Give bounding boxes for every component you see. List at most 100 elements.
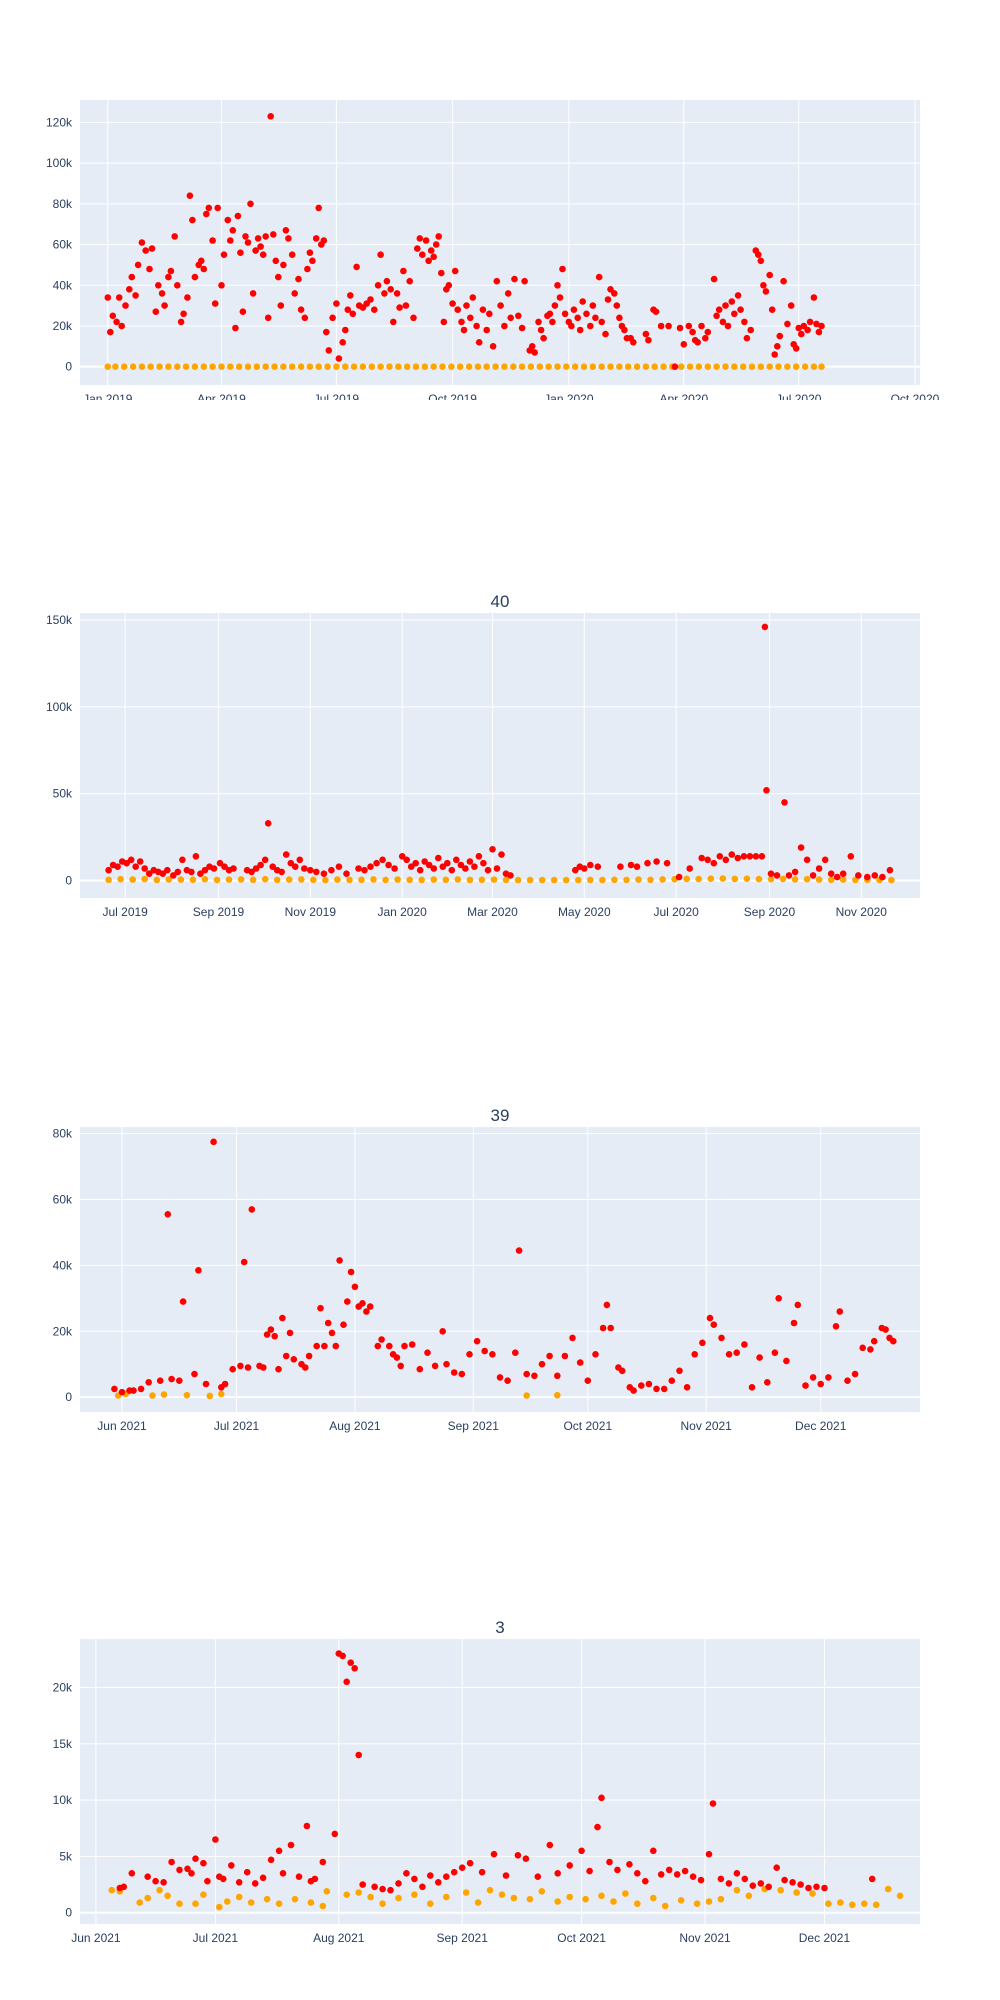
data-point — [237, 249, 244, 256]
data-point — [760, 282, 767, 289]
data-point — [263, 1331, 271, 1338]
data-point — [174, 282, 181, 289]
data-point — [454, 306, 462, 314]
data-point — [683, 875, 690, 883]
data-point — [489, 846, 496, 853]
data-point — [367, 296, 374, 303]
data-point — [201, 875, 209, 883]
data-point — [602, 330, 609, 338]
data-point — [387, 286, 395, 293]
data-point — [571, 363, 579, 371]
x-tick-label: Aug 2021 — [313, 1931, 365, 1945]
data-point — [791, 876, 799, 883]
data-point — [709, 1800, 717, 1807]
data-point — [374, 1342, 382, 1350]
data-point — [320, 870, 328, 877]
data-point — [774, 343, 781, 350]
data-point — [174, 868, 182, 876]
data-point — [724, 322, 732, 330]
data-point — [252, 247, 259, 254]
data-point — [112, 363, 119, 371]
data-point — [651, 363, 658, 371]
data-point — [305, 1352, 313, 1360]
data-point — [747, 326, 754, 334]
plot-area — [80, 613, 920, 898]
data-point — [227, 363, 234, 371]
data-point — [576, 326, 584, 334]
data-point — [370, 876, 377, 883]
data-point — [377, 251, 384, 258]
data-point — [227, 237, 234, 244]
data-point — [554, 282, 561, 289]
data-point — [271, 363, 278, 371]
data-point — [507, 314, 514, 322]
data-point — [198, 257, 205, 265]
data-point — [244, 363, 252, 371]
data-point — [587, 861, 594, 869]
data-point — [421, 858, 429, 865]
data-point — [287, 859, 295, 867]
data-point — [319, 1858, 327, 1866]
y-tick-label: 80k — [53, 197, 73, 211]
x-tick-label: Nov 2021 — [680, 1419, 732, 1433]
data-point — [789, 1879, 796, 1886]
data-point — [377, 363, 384, 371]
data-point — [798, 330, 805, 338]
data-point — [109, 312, 117, 320]
data-point — [251, 1880, 259, 1887]
data-point — [746, 853, 754, 860]
data-point — [733, 1349, 740, 1356]
data-point — [607, 363, 614, 371]
data-point — [114, 863, 121, 870]
data-point — [699, 1339, 706, 1347]
data-point — [504, 290, 512, 297]
data-point — [277, 302, 285, 309]
data-point — [480, 859, 487, 867]
data-point — [490, 1850, 498, 1858]
data-point — [442, 876, 450, 884]
data-point — [611, 876, 618, 884]
data-point — [118, 322, 125, 330]
data-point — [466, 1351, 473, 1358]
data-point — [291, 290, 299, 297]
data-point — [466, 858, 474, 865]
data-point — [492, 363, 499, 371]
data-point — [210, 1138, 217, 1146]
data-point — [554, 363, 561, 371]
data-point — [171, 233, 178, 240]
data-point — [693, 1900, 701, 1907]
data-point — [339, 1652, 347, 1660]
data-point — [287, 1841, 295, 1849]
y-tick-label: 20k — [53, 1680, 73, 1694]
data-point — [419, 1883, 426, 1891]
x-tick-label: Jul 2019 — [314, 392, 360, 400]
data-point — [104, 294, 112, 301]
data-point — [568, 322, 575, 330]
data-point — [398, 853, 406, 860]
data-point — [379, 1885, 386, 1893]
data-point — [458, 1864, 466, 1871]
x-tick-label: Sep 2020 — [744, 905, 796, 919]
data-point — [792, 363, 800, 371]
data-point — [443, 1893, 450, 1901]
data-point — [298, 876, 305, 883]
data-point — [579, 298, 586, 305]
data-point — [373, 859, 380, 867]
data-point — [595, 273, 603, 281]
data-point — [221, 863, 228, 870]
data-point — [400, 267, 407, 275]
data-point — [132, 863, 139, 870]
data-point — [136, 1899, 143, 1906]
data-point — [259, 1874, 267, 1882]
data-point — [332, 1342, 340, 1350]
data-point — [867, 1346, 874, 1353]
data-point — [394, 876, 401, 883]
data-point — [204, 1877, 211, 1885]
data-point — [779, 875, 787, 883]
data-point — [644, 859, 651, 867]
data-point — [686, 363, 694, 371]
data-point — [685, 322, 693, 330]
data-point — [594, 1823, 601, 1831]
data-point — [275, 1365, 282, 1373]
data-point — [111, 1385, 118, 1393]
